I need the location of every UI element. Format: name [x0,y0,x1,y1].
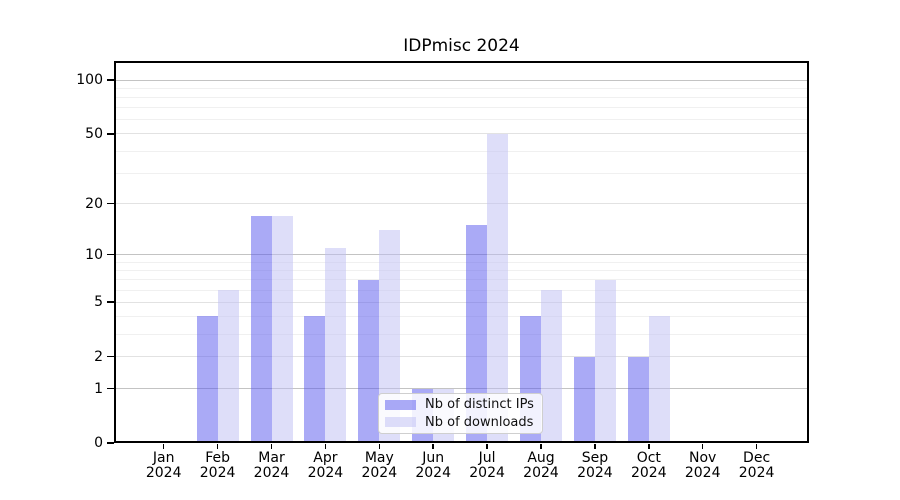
bar-distinct-ips-sep [573,356,595,443]
bar-distinct-ips-mar [250,215,272,443]
gridline-major [114,254,809,256]
bar-distinct-ips-feb [196,316,218,443]
y-tick-label: 20 [85,195,103,212]
gridline-mid [114,203,809,205]
x-tick-mark [432,444,434,449]
x-tick-mark [270,444,273,449]
legend-item-distinct-ips: Nb of distinct IPs [385,397,536,412]
gridline-mid [114,356,809,358]
x-tick-label: Nov 2024 [684,450,721,481]
gridline-mid [114,301,809,303]
y-tick-label: 10 [85,246,103,263]
y-tick-mark [107,253,114,256]
x-tick-label: Jun 2024 [415,450,451,481]
x-tick-label: Jan 2024 [145,450,182,481]
x-tick-mark [594,444,596,449]
gridline-minor [114,289,809,291]
bar-downloads-oct [648,316,670,443]
legend-label-downloads: Nb of downloads [425,414,534,430]
y-tick-mark [107,355,114,358]
y-tick-label: 2 [94,348,103,365]
gridline-minor [114,315,809,317]
bar-distinct-ips-oct [627,356,649,443]
x-tick-mark [486,444,488,449]
x-tick-label: Mar 2024 [253,450,290,481]
x-tick-label: Aug 2024 [523,450,559,481]
x-tick-label: Sep 2024 [577,450,613,481]
x-tick-label: Apr 2024 [307,450,344,481]
gridline-minor [114,279,809,281]
legend-swatch-distinct-ips [385,399,416,410]
gridline-mid [114,133,809,135]
gridline-minor [114,172,809,174]
bar-downloads-aug [541,290,562,443]
legend-swatch-downloads [385,417,416,428]
bar-downloads-jul [487,133,509,443]
y-tick-label: 100 [76,72,103,89]
y-tick-label: 5 [94,294,103,311]
x-tick-label: May 2024 [361,450,398,481]
x-tick-label: Dec 2024 [738,450,775,481]
y-tick-label: 1 [94,380,103,397]
gridline-major [114,79,809,81]
y-tick-mark [107,79,114,81]
y-tick-mark [107,387,114,390]
x-tick-label: Jul 2024 [469,450,505,481]
x-tick-label: Feb 2024 [199,450,236,481]
gridline-minor [114,97,809,99]
bar-distinct-ips-jul [466,225,488,443]
chart-title: IDPmisc 2024 [403,36,520,56]
x-tick-mark [162,444,165,449]
bar-downloads-feb [217,290,239,443]
y-tick-mark [107,133,114,135]
x-tick-mark [378,444,381,449]
gridline-major [114,388,809,390]
y-tick-label: 0 [94,435,103,451]
gridline-minor [114,119,809,121]
legend: Nb of distinct IPs Nb of downloads [378,393,543,434]
y-tick-mark [107,202,114,205]
bar-distinct-ips-apr [304,316,326,443]
x-tick-mark [701,444,704,449]
gridline-minor [114,150,809,152]
plot-border [114,61,809,443]
bar-downloads-apr [325,247,347,443]
gridline-minor [114,261,809,263]
x-tick-mark [540,444,542,449]
y-tick-mark [107,442,114,444]
x-tick-label: Oct 2024 [630,450,667,481]
legend-label-distinct-ips: Nb of distinct IPs [425,397,534,413]
gridline-minor [114,87,809,89]
x-tick-mark [755,444,758,449]
x-tick-mark [324,444,327,449]
legend-item-downloads: Nb of downloads [385,415,536,430]
x-tick-mark [216,444,219,449]
gridline-minor [114,269,809,271]
gridline-minor [114,333,809,335]
bar-downloads-may [379,230,401,443]
bar-distinct-ips-may [358,279,380,443]
bar-downloads-mar [271,215,293,443]
x-tick-mark [648,444,650,449]
bar-downloads-sep [594,279,616,443]
gridline-minor [114,107,809,109]
y-tick-mark [107,301,114,303]
y-tick-label: 50 [85,125,103,142]
